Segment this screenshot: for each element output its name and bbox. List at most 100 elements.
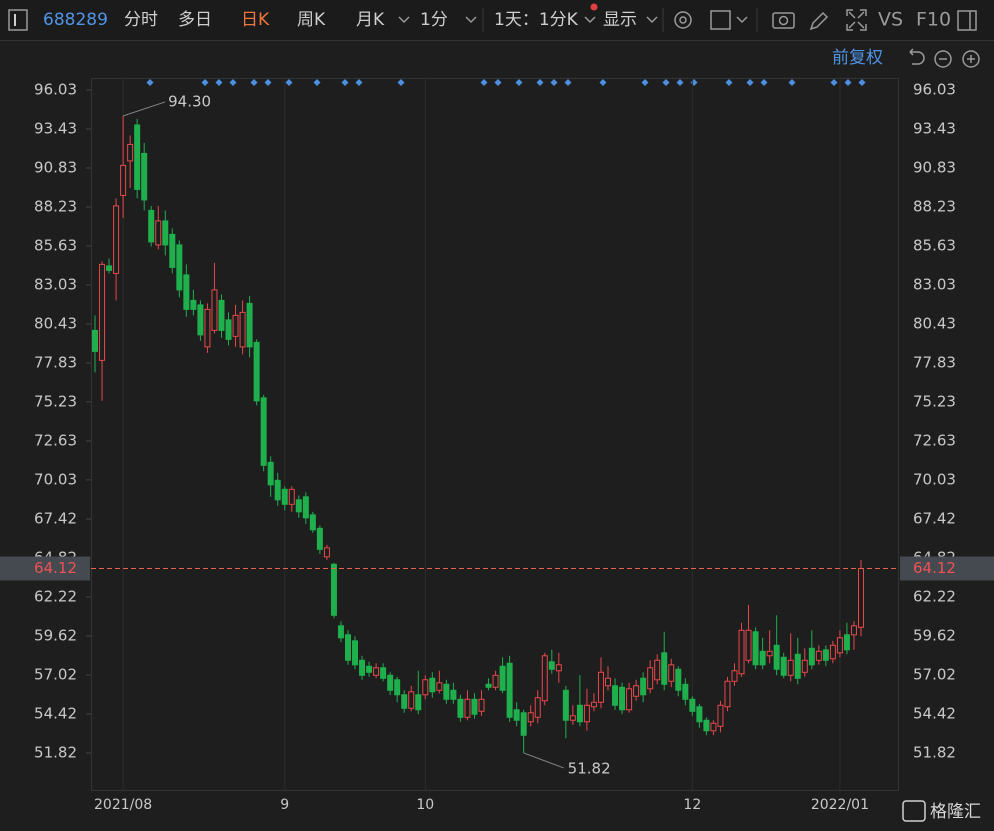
stock-code[interactable]: 688289 [43,10,108,30]
display-menu[interactable]: 显示 [603,10,637,30]
candle-body [429,677,436,693]
candle-body [232,314,239,337]
candle-body [661,652,668,685]
panel-icon[interactable] [957,10,977,31]
camera-icon[interactable] [772,12,795,29]
candle-body [344,634,351,661]
dropdown-arrow[interactable] [584,16,596,24]
candle-body [176,244,183,291]
fullscreen-icon[interactable] [846,9,867,31]
candle-body [605,677,612,687]
y-tick-label: 85.63 [34,236,77,254]
y-tick-label-right: 54.42 [913,704,956,722]
candle-body [520,712,527,736]
candle-body [829,644,836,660]
candle-body [675,668,682,691]
y-tick-label-right: 57.02 [913,665,956,683]
candle-body [668,664,675,682]
candle-body [288,488,295,505]
tab[interactable]: 1分 [420,10,448,30]
candle-body [499,665,506,691]
vs-button[interactable]: VS [878,9,903,31]
candle-body [710,722,717,732]
undo-icon[interactable] [909,48,925,65]
max-label: 94.30 [168,92,211,110]
event-marker [564,79,572,86]
min-leader [523,752,564,769]
notice-dot [590,3,598,11]
zoom-in-icon[interactable] [962,50,980,68]
draw-icon[interactable] [809,11,829,31]
settings-icon[interactable] [674,11,692,29]
candle-body [850,625,857,636]
y-tick-label: 62.22 [34,588,77,606]
event-marker [844,79,852,86]
candle-body [113,205,120,274]
candle-body [576,704,583,723]
candle-body [443,683,450,700]
candle-body [682,683,689,700]
candle-body [295,499,302,513]
tab[interactable]: 多日 [178,10,212,30]
event-marker [746,79,754,86]
dropdown-arrow[interactable] [736,16,748,24]
y-tick-label-right: 75.23 [913,392,956,410]
candle-body [323,547,330,558]
event-marker [397,79,405,86]
candle-body [148,209,155,243]
last-price-label-right: 64.12 [913,559,956,577]
event-marker [725,79,733,86]
event-marker [760,79,768,86]
event-marker [788,79,796,86]
candle-body [204,308,211,348]
candle-body [422,679,429,696]
layout-icon[interactable] [710,10,731,30]
dropdown-arrow[interactable] [465,16,477,24]
candle-body [731,670,738,682]
candle-body [330,563,337,616]
candle-body [640,677,647,696]
event-marker [229,79,237,86]
candle-body [822,649,829,661]
x-tick-label: 10 [416,797,434,813]
candle-body [612,685,619,706]
dropdown-arrow[interactable] [646,16,658,24]
y-tick-label-right: 51.82 [913,743,956,761]
candle-body [752,631,759,666]
plot-frame [91,78,899,791]
y-tick-label-right: 80.43 [913,314,956,332]
y-tick-label: 67.42 [34,510,77,528]
candle-body [780,656,787,676]
zoom-out-icon[interactable] [934,50,952,68]
toolbar [0,0,994,40]
candle-body [492,674,499,688]
candle-body [654,659,661,681]
y-tick-label: 80.43 [34,314,77,332]
adjust-mode[interactable]: 前复权 [832,48,883,68]
candle-body [141,152,148,201]
candle-body [239,311,246,348]
last-price-box-left [0,556,90,581]
dropdown-arrow[interactable] [398,16,410,24]
tab[interactable]: 分时 [124,10,158,30]
event-marker [599,79,607,86]
sidebar-toggle[interactable] [8,9,28,31]
candle-body [183,274,190,310]
y-tick-label-right: 83.03 [913,275,956,293]
candle-body [394,679,401,696]
x-tick-label: 9 [280,797,289,813]
candle-body [583,704,590,723]
tab[interactable]: 周K [297,10,326,30]
f10-button[interactable]: F10 [916,9,951,31]
candle-body [703,719,710,732]
period-select[interactable]: 1天：1分K [494,10,579,30]
tab-active[interactable]: 日K [241,10,270,30]
y-tick-label: 77.83 [34,353,77,371]
candle-body [373,667,380,676]
y-tick-label: 59.62 [34,626,77,644]
y-tick-label-right: 93.43 [913,119,956,137]
max-leader [122,101,166,117]
candle-body [794,653,801,679]
tab[interactable]: 月K [356,10,385,30]
y-tick-label-right: 85.63 [913,236,956,254]
